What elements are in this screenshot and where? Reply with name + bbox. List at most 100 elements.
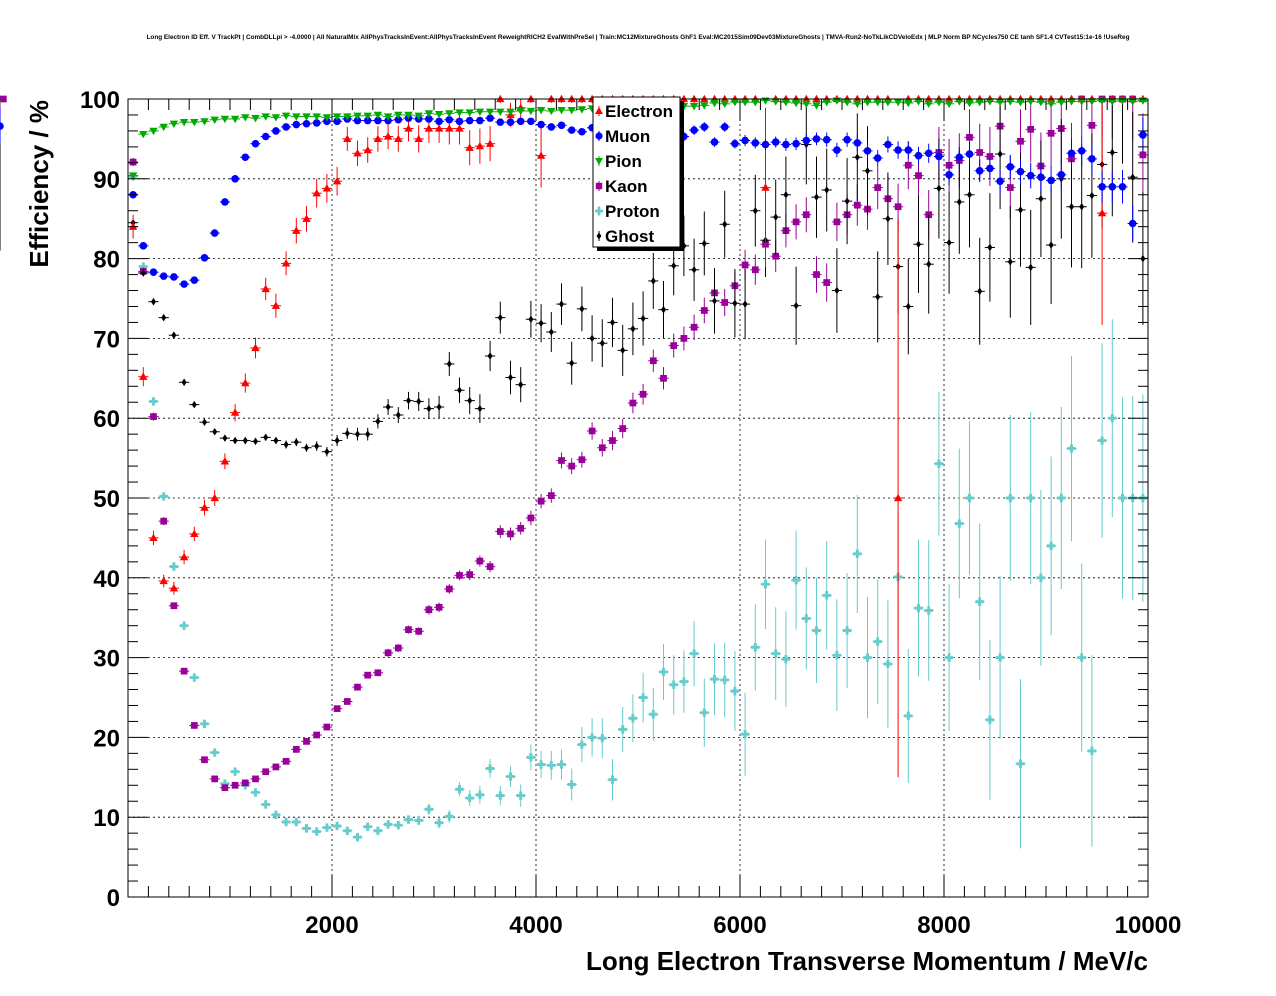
data-point [466, 571, 474, 578]
data-point [822, 135, 831, 144]
data-point [720, 675, 729, 685]
data-point [813, 271, 820, 278]
data-point [293, 438, 299, 446]
data-point [149, 397, 158, 406]
data-point [322, 823, 332, 832]
data-point [261, 284, 270, 293]
data-point [1108, 414, 1117, 423]
data-point [527, 117, 535, 126]
data-point [343, 113, 352, 121]
data-point [1046, 94, 1056, 103]
data-point [365, 430, 371, 438]
y-tick-label: 50 [93, 486, 120, 513]
data-point [181, 378, 187, 387]
data-point [526, 753, 536, 762]
data-point [853, 549, 862, 559]
data-point [904, 161, 912, 169]
data-point [455, 109, 464, 117]
data-point [159, 272, 168, 280]
data-point [353, 116, 362, 125]
data-point [405, 626, 412, 634]
legend-label: Ghost [605, 227, 654, 246]
series-muon [0, 107, 1148, 288]
data-point [283, 440, 289, 449]
data-point [732, 299, 738, 308]
data-point [465, 109, 474, 117]
data-point [467, 396, 473, 405]
data-point [833, 146, 841, 154]
data-point [456, 572, 463, 579]
data-point [230, 767, 240, 776]
data-point [1037, 173, 1045, 181]
data-point [1028, 263, 1034, 272]
data-point [313, 731, 321, 739]
data-point [273, 436, 279, 445]
data-point [222, 434, 228, 442]
data-point [557, 121, 566, 130]
data-point [241, 114, 250, 122]
data-point [710, 99, 719, 108]
data-point [1067, 149, 1076, 158]
data-point [813, 193, 820, 201]
data-point [700, 708, 709, 717]
data-point [1089, 191, 1095, 200]
data-point [302, 113, 311, 121]
data-point [445, 110, 454, 118]
data-point [394, 644, 402, 652]
data-point [159, 576, 168, 585]
data-point [710, 674, 719, 684]
data-point [915, 172, 922, 179]
data-point [873, 637, 882, 646]
data-point [190, 673, 199, 682]
data-point [833, 218, 841, 226]
data-point [416, 397, 422, 406]
data-point [680, 335, 688, 342]
data-point [720, 94, 729, 103]
data-point [944, 653, 954, 662]
data-point [415, 627, 423, 635]
data-point [1067, 444, 1076, 453]
data-point [424, 110, 434, 118]
data-point [139, 262, 148, 271]
data-point [822, 99, 831, 107]
data-point [374, 669, 382, 677]
data-point [1006, 98, 1015, 106]
data-point [630, 325, 636, 333]
data-point [425, 115, 433, 123]
data-point [526, 107, 536, 116]
data-point [598, 733, 607, 743]
chart-title: Long Electron ID Eff. V TrackPt | CombDL… [146, 34, 1130, 41]
data-point [516, 791, 525, 800]
data-point [812, 135, 821, 143]
data-point [302, 824, 311, 833]
data-point [425, 606, 433, 614]
data-point [894, 203, 902, 211]
data-point [842, 99, 852, 107]
data-point [966, 133, 973, 141]
data-point [180, 667, 188, 675]
data-point [465, 143, 474, 151]
data-point [292, 226, 301, 234]
data-point [485, 764, 495, 773]
data-point [516, 107, 525, 116]
data-point [171, 331, 177, 339]
data-point [689, 649, 699, 658]
data-point [1079, 202, 1085, 211]
data-point [1038, 194, 1044, 203]
data-point [802, 614, 811, 623]
y-tick-label: 100 [80, 87, 120, 114]
data-point [1017, 206, 1024, 214]
data-point [629, 399, 637, 407]
legend-box [592, 96, 681, 248]
data-point [252, 437, 259, 446]
data-point [344, 429, 350, 438]
data-point [231, 781, 239, 789]
data-point [262, 768, 270, 776]
data-point [965, 150, 974, 158]
data-point [751, 99, 760, 107]
data-point [456, 386, 463, 395]
data-point [701, 239, 707, 248]
data-point [506, 118, 515, 126]
data-point [975, 597, 984, 606]
y-tick-label: 30 [93, 646, 120, 673]
